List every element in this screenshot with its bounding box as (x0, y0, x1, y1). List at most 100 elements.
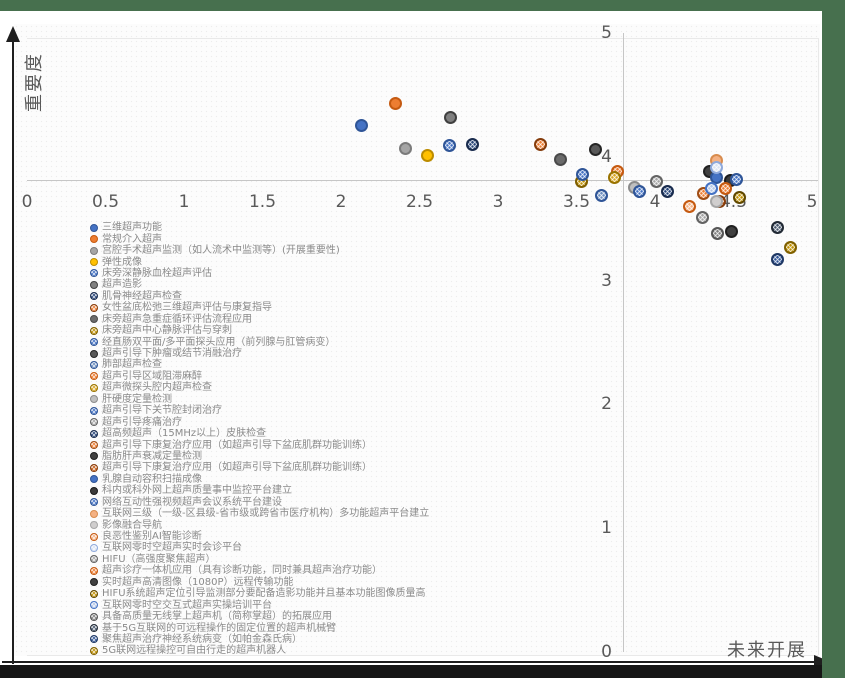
legend-marker-icon (90, 349, 98, 358)
legend-label: 互联网零时空交互式超声实操培训平台 (102, 599, 272, 611)
data-point (695, 210, 709, 224)
legend-marker-icon (90, 555, 98, 564)
legend-marker-icon (90, 646, 98, 655)
legend-marker-icon (90, 280, 98, 289)
plot-bottom-edge (27, 655, 818, 656)
legend-marker-icon (90, 452, 98, 461)
legend-label: 基于5G互联网的可远程操作的固定位置的超声机械臂 (102, 622, 337, 634)
legend-item: 良恶性鉴别AI智能诊断 (90, 531, 429, 542)
data-point (588, 142, 602, 156)
legend-label: 超声引导区域阻滞麻醉 (102, 370, 202, 382)
plot-right-edge (818, 38, 819, 655)
data-point (705, 182, 719, 196)
data-point (533, 137, 547, 151)
x-tick-label: 1.5 (248, 192, 277, 212)
legend-label: 经直肠双平面/多平面探头应用（前列腺与肛管病变） (102, 336, 336, 348)
legend-marker-icon (90, 521, 98, 530)
data-point (709, 194, 723, 208)
legend-marker-icon (90, 360, 98, 369)
y-axis-title: 重要度 (24, 52, 45, 112)
legend-item: 超声造影 (90, 279, 429, 290)
x-axis-title: 未来开展 (727, 640, 807, 661)
legend-item: 互联网零时空交互式超声实操培训平台 (90, 599, 429, 611)
x-tick-label: 4 (649, 192, 661, 212)
legend-item: 具备高质量无线掌上超声机（简称掌超）的拓展应用 (90, 611, 429, 622)
legend-marker-icon (90, 543, 98, 552)
data-point (683, 199, 697, 213)
legend-label: 肝硬度定量检测 (102, 393, 172, 405)
legend-label: 脂肪肝声衰减定量检测 (102, 450, 202, 462)
legend-marker-icon (90, 383, 98, 392)
importance-arrow-head-icon (6, 26, 20, 42)
legend-item: 基于5G互联网的可远程操作的固定位置的超声机械臂 (90, 622, 429, 634)
legend-item: 床旁深静脉血栓超声评估 (90, 268, 429, 279)
future-arrow-line (2, 661, 816, 663)
legend-marker-icon (90, 235, 98, 244)
legend-item: 超声引导区域阻滞麻醉 (90, 371, 429, 382)
legend-item: 超声引导疼痛治疗 (90, 416, 429, 428)
legend-label: 超声造影 (102, 279, 142, 291)
legend-item: 聚焦超声治疗神经系统病变（如帕金森氏病） (90, 634, 429, 645)
plot-top-edge (27, 38, 818, 39)
y-tick-label: 2 (601, 394, 612, 415)
legend-marker-icon (90, 612, 98, 621)
data-point (730, 172, 744, 186)
legend-label: HIFU（高强度聚焦超声） (102, 553, 216, 565)
x-axis-line (27, 180, 818, 181)
legend-label: 超声引导下关节腔封闭治疗 (102, 405, 222, 417)
chart-legend: 三维超声功能 常规介入超声 宫腔手术超声监测（如人流术中监测等）(开展重要性) 弹性成… (90, 222, 429, 657)
legend-marker-icon (90, 441, 98, 450)
legend-label: 宫腔手术超声监测（如人流术中监测等）(开展重要性) (102, 245, 340, 257)
x-tick-label: 5 (806, 192, 818, 212)
legend-label: 肺部超声检查 (102, 359, 162, 371)
legend-label: 影像融合导航 (102, 519, 162, 531)
data-point (442, 139, 456, 153)
legend-marker-icon (90, 326, 98, 335)
legend-marker-icon (90, 635, 98, 644)
legend-item: 常规介入超声 (90, 233, 429, 245)
legend-label: 5G联网远程操控可自由行走的超声机器人 (102, 645, 287, 657)
legend-marker-icon (90, 223, 98, 232)
y-axis-line (623, 33, 624, 652)
legend-label: 超声引导下康复治疗应用（如超声引导下盆底肌群功能训练） (102, 462, 372, 474)
legend-label: 科内或科外网上超声质量事中监控平台建立 (102, 485, 292, 497)
frame-border-top (0, 0, 845, 11)
legend-item: 超声微探头腔内超声检查 (90, 382, 429, 393)
data-point (632, 184, 646, 198)
legend-marker-icon (90, 566, 98, 575)
data-point (719, 182, 733, 196)
frame-border-right (822, 0, 845, 678)
legend-label: 互联网零时空超声实时会诊平台 (102, 542, 242, 554)
legend-label: 床旁深静脉血栓超声评估 (102, 267, 212, 279)
legend-marker-icon (90, 578, 98, 587)
x-tick-label: 0 (21, 192, 33, 212)
legend-item: 脂肪肝声衰减定量检测 (90, 451, 429, 462)
legend-label: HIFU系统超声定位引导监测部分要配备造影功能并且基本功能图像质量高 (102, 588, 426, 600)
x-tick-label: 1 (178, 192, 190, 212)
legend-marker-icon (90, 292, 98, 301)
legend-item: 超声引导下肿瘤或结节消融治疗 (90, 348, 429, 359)
legend-label: 床旁超声急重症循环评估流程应用 (102, 313, 252, 325)
x-tick-label: 0.5 (91, 192, 120, 212)
legend-item: 超声诊疗一体机应用（具有诊断功能，同时兼具超声治疗功能） (90, 565, 429, 576)
data-point (389, 97, 403, 111)
data-point (607, 171, 621, 185)
legend-marker-icon (90, 269, 98, 278)
y-tick-label: 3 (601, 270, 612, 291)
legend-item: 三维超声功能 (90, 222, 429, 233)
legend-marker-icon (90, 315, 98, 324)
legend-item: 科内或科外网上超声质量事中监控平台建立 (90, 485, 429, 496)
data-point (661, 184, 675, 198)
legend-marker-icon (90, 509, 98, 518)
data-point (420, 149, 434, 163)
legend-item: 肝硬度定量检测 (90, 394, 429, 405)
legend-item: 超声引导下关节腔封闭治疗 (90, 405, 429, 416)
legend-marker-icon (90, 463, 98, 472)
legend-item: 互联网三级（一级-区县级-省市级或跨省市医疗机构）多功能超声平台建立 (90, 508, 429, 519)
legend-item: 超声引导下康复治疗应用（如超声引导下盆底肌群功能训练） (90, 439, 429, 451)
legend-label: 床旁超声中心静脉评估与穿刺 (102, 325, 232, 337)
legend-label: 超声引导下肿瘤或结节消融治疗 (102, 348, 242, 360)
legend-label: 超声微探头腔内超声检查 (102, 382, 212, 394)
legend-marker-icon (90, 303, 98, 312)
